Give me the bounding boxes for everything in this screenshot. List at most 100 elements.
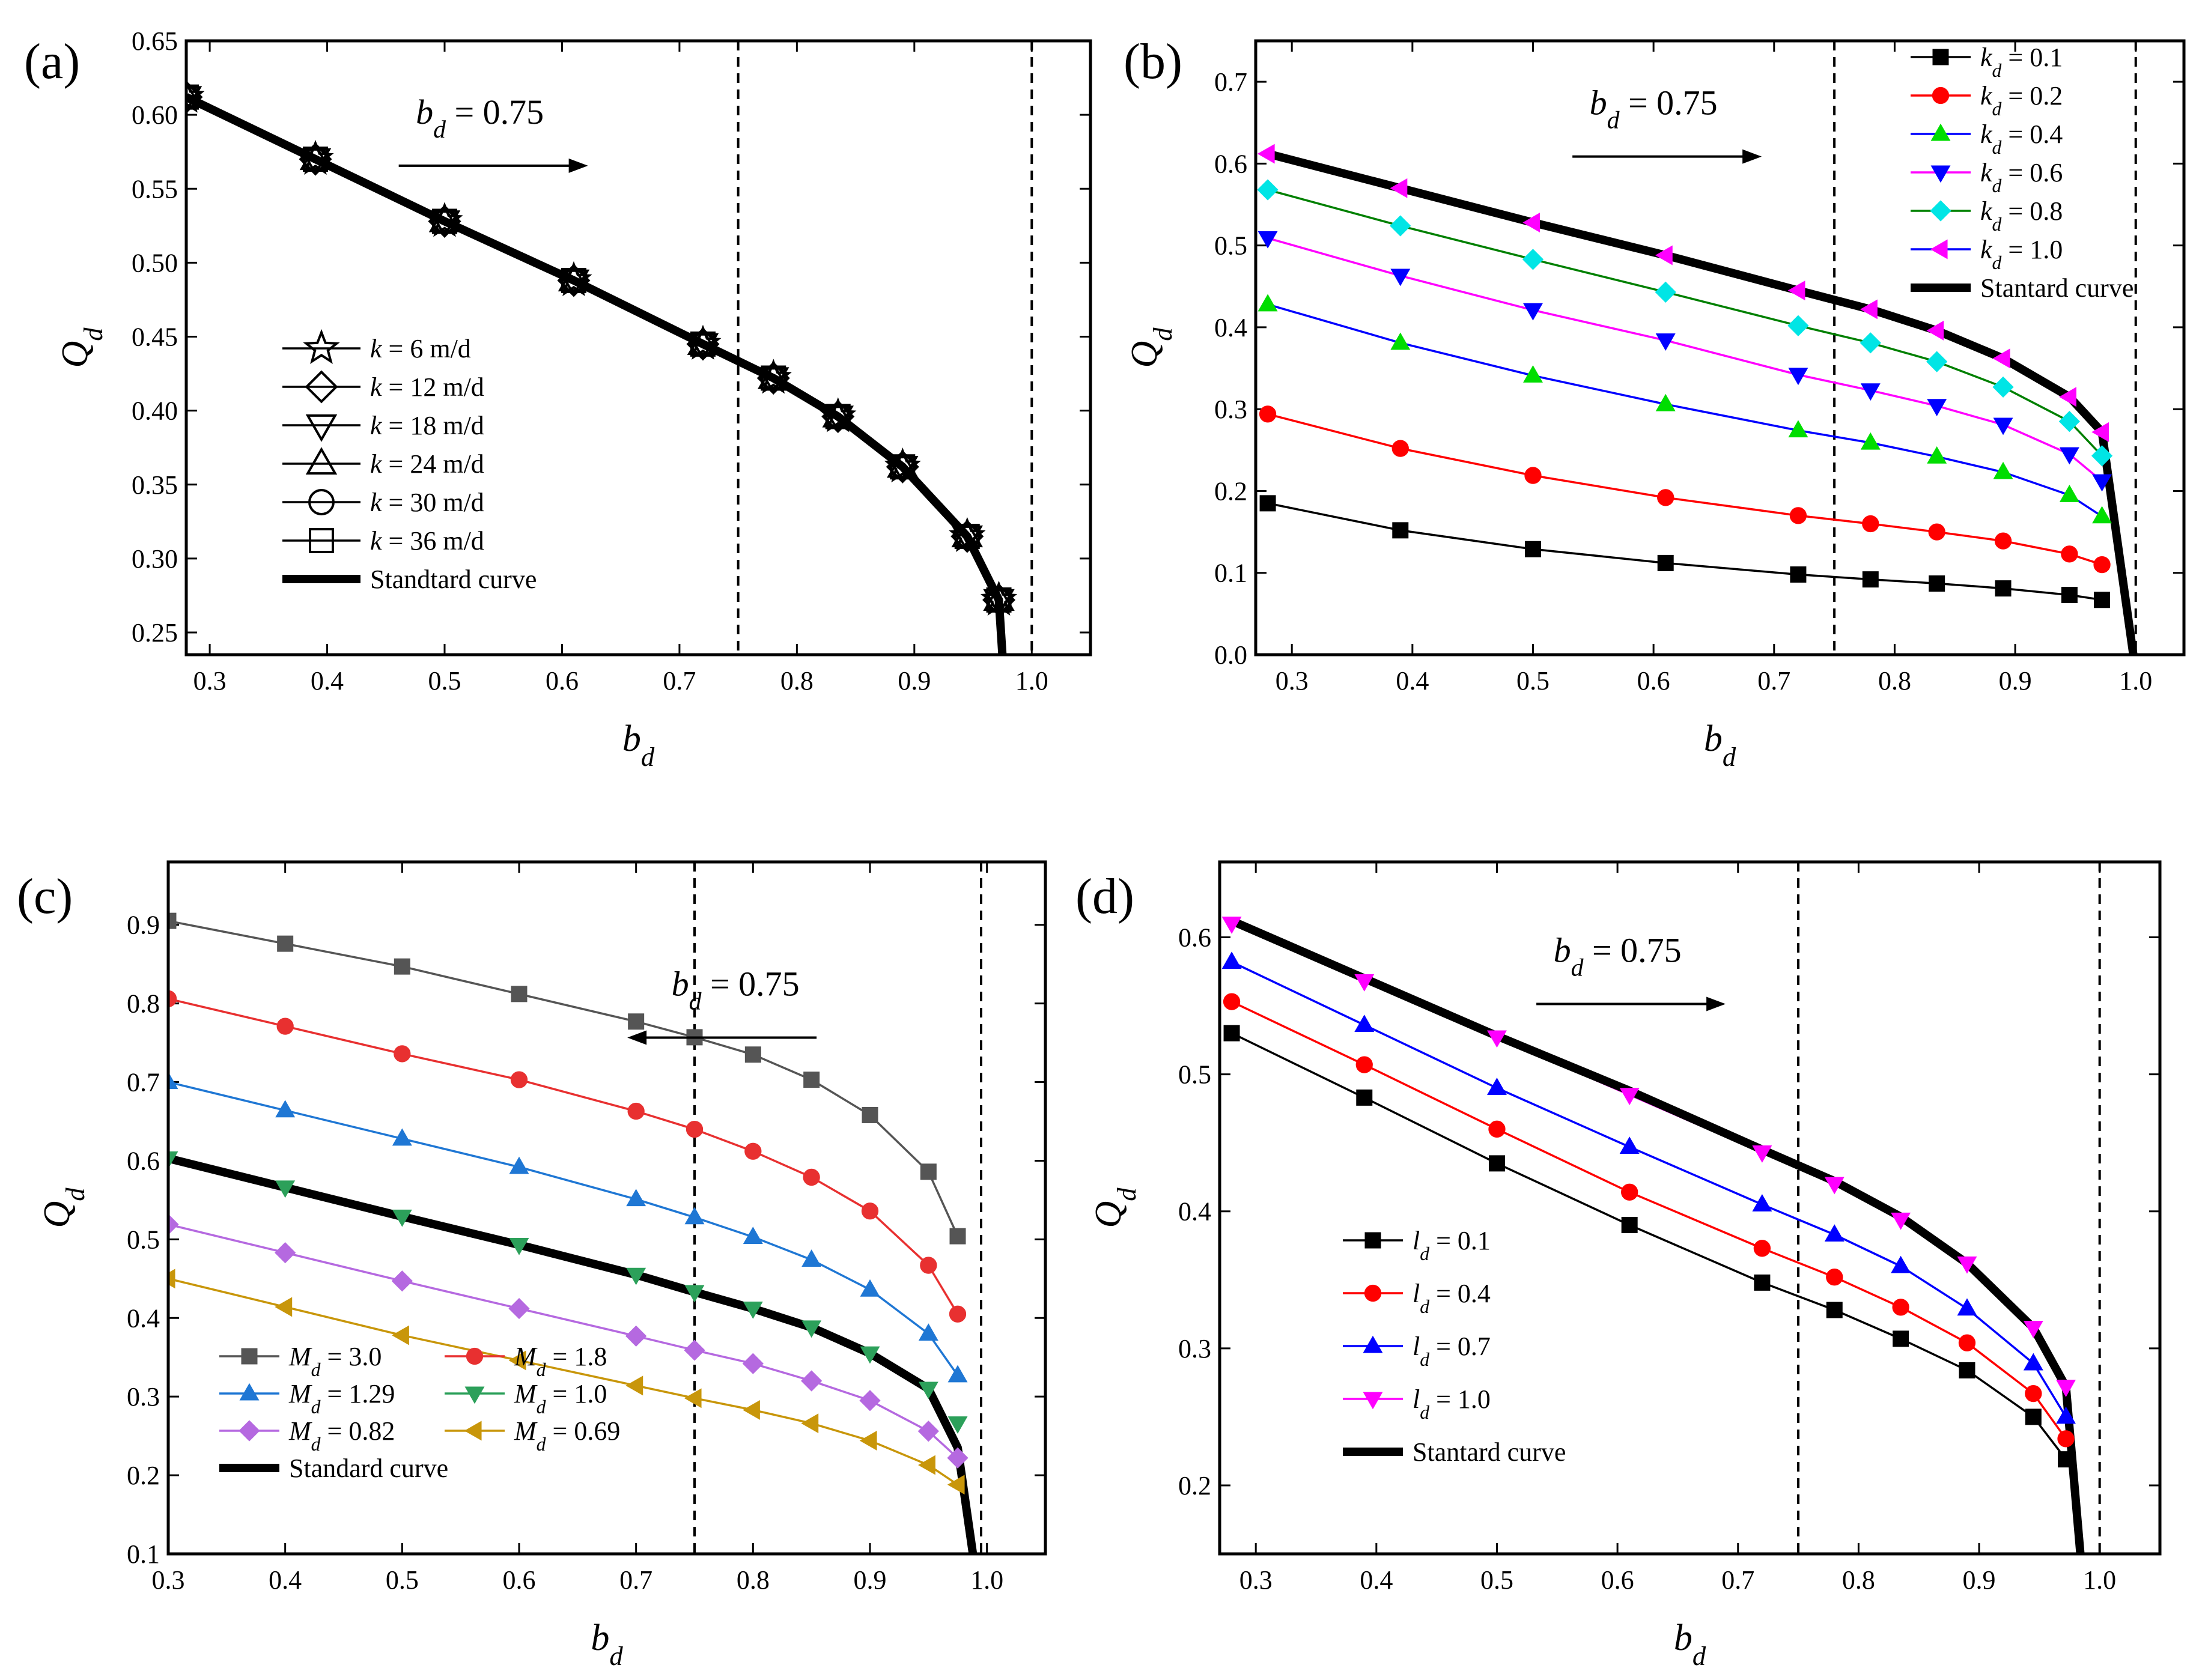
data-point-c-0-4	[628, 1013, 645, 1030]
data-point-d-0-1	[1356, 1089, 1373, 1106]
data-point-d-1-1	[1355, 1056, 1373, 1073]
y-axis-label-b: Qd	[1124, 327, 1178, 368]
x-tick-label-b-5: 0.8	[1878, 666, 1911, 696]
legend-marker-c-1	[466, 1347, 484, 1365]
x-tick-label-d-4: 0.7	[1721, 1565, 1754, 1595]
legend-marker-d-2	[1363, 1335, 1383, 1353]
y-tick-label-b-1: 0.1	[1214, 559, 1247, 588]
data-point-a-5-4	[690, 331, 716, 357]
data-point-d-2-6	[1891, 1255, 1911, 1273]
data-point-d-0-5	[1826, 1302, 1843, 1318]
data-point-b-3-7	[1993, 417, 2013, 435]
y-axis-label-c: Qd	[37, 1187, 90, 1228]
data-point-c-0-8	[862, 1107, 878, 1124]
data-point-a-5-7	[890, 454, 916, 480]
x-axis-label-c: bd	[591, 1618, 623, 1671]
x-tick-label-a-0: 0.3	[193, 666, 227, 696]
data-point-d-3-7	[1957, 1256, 1977, 1274]
annotation-arrow-c	[627, 1030, 817, 1045]
data-point-d-2-5	[1824, 1224, 1845, 1242]
data-point-d-2-8	[2023, 1353, 2043, 1371]
data-point-b-3-0	[1258, 231, 1278, 249]
data-point-c-4-6	[742, 1353, 764, 1374]
data-point-d-3-2	[1487, 1030, 1507, 1048]
legend-label-c-5: Md = 0.69	[514, 1416, 620, 1455]
x-tick-label-b-6: 0.9	[1999, 666, 2032, 696]
series-line-b-3	[1267, 237, 2103, 482]
data-point-d-1-4	[1753, 1240, 1771, 1257]
data-point-d-0-9	[2058, 1451, 2074, 1468]
x-tick-label-a-7: 1.0	[1015, 666, 1048, 696]
legend-d: ld = 0.1 ld = 0.4 ld = 0.7 ld = 1.0 Stantard…	[1343, 1226, 1566, 1467]
x-tick-label-c-1: 0.4	[269, 1565, 302, 1595]
annotation-arrow-a	[398, 158, 588, 173]
data-point-c-0-3	[511, 986, 528, 1002]
y-tick-label-c-7: 0.8	[127, 989, 160, 1019]
y-tick-label-d-2: 0.4	[1178, 1197, 1211, 1227]
x-tick-label-b-4: 0.7	[1757, 666, 1790, 696]
x-tick-label-d-2: 0.5	[1480, 1565, 1513, 1595]
data-point-c-1-5	[686, 1120, 704, 1138]
data-point-a-5-0	[186, 84, 199, 110]
x-tick-label-b-2: 0.5	[1516, 666, 1550, 696]
x-tick-label-c-2: 0.5	[386, 1565, 419, 1595]
data-point-b-3-5	[1860, 383, 1881, 401]
legend-label-b-1: kd = 0.2	[1980, 81, 2063, 120]
data-point-d-0-8	[2025, 1409, 2042, 1425]
data-point-c-1-3	[510, 1071, 528, 1088]
data-point-c-4-3	[508, 1297, 530, 1320]
data-point-a-5-2	[432, 208, 457, 234]
data-point-c-2-4	[626, 1189, 646, 1207]
data-point-a-2-9	[983, 589, 1015, 617]
data-point-b-5-3	[1655, 245, 1673, 265]
legend-marker-a-1	[305, 370, 338, 404]
data-point-b-4-7	[1992, 376, 2014, 398]
data-point-b-2-8	[2059, 485, 2079, 502]
annotation-label-d: bd = 0.75	[1554, 931, 1682, 982]
plot-frame-a	[184, 39, 1092, 657]
data-point-b-4-8	[2058, 411, 2080, 432]
y-tick-label-b-7: 0.7	[1214, 67, 1247, 97]
data-point-b-2-1	[1390, 332, 1411, 350]
data-point-d-0-3	[1621, 1217, 1638, 1234]
y-tick-label-d-3: 0.5	[1178, 1060, 1211, 1090]
x-tick-label-b-7: 1.0	[2119, 666, 2152, 696]
annotation-label-c: bd = 0.75	[672, 965, 800, 1016]
data-point-d-2-7	[1957, 1298, 1977, 1316]
data-point-d-0-6	[1893, 1330, 1909, 1347]
data-point-b-2-3	[1655, 393, 1676, 411]
data-point-a-2-1	[299, 148, 332, 176]
plot-area-a	[186, 77, 1018, 655]
data-point-d-1-7	[1958, 1334, 1976, 1351]
legend-marker-c-3	[464, 1386, 485, 1404]
series-line-c-6	[168, 1154, 978, 1554]
data-point-c-5-1	[275, 1297, 293, 1317]
data-point-c-3-8	[860, 1346, 880, 1364]
data-point-b-2-4	[1788, 420, 1808, 438]
data-point-c-1-2	[394, 1045, 411, 1063]
data-point-c-5-10	[947, 1475, 965, 1495]
data-point-d-0-0	[1223, 1025, 1240, 1042]
data-point-a-3-9	[983, 583, 1015, 611]
data-point-b-3-8	[2059, 447, 2079, 465]
x-tick-label-b-3: 0.6	[1637, 666, 1670, 696]
y-tick-label-a-7: 0.60	[132, 100, 178, 130]
series-line-b-4	[1267, 189, 2103, 457]
data-point-a-5-8	[954, 523, 980, 549]
data-point-c-1-4	[627, 1102, 645, 1120]
data-point-c-5-2	[392, 1325, 409, 1345]
data-point-b-1-9	[2093, 556, 2111, 574]
data-point-c-2-7	[801, 1249, 822, 1267]
x-tick-label-c-3: 0.6	[503, 1565, 536, 1595]
data-point-a-3-7	[887, 450, 919, 478]
data-point-b-4-9	[2091, 445, 2113, 467]
data-point-a-3-1	[299, 142, 332, 171]
data-point-d-3-1	[1354, 974, 1375, 992]
data-point-b-1-4	[1789, 507, 1807, 524]
data-point-c-4-1	[275, 1242, 296, 1264]
legend-label-b-3: kd = 0.6	[1980, 158, 2063, 196]
data-point-c-4-8	[859, 1390, 881, 1412]
data-point-a-5-9	[986, 587, 1012, 613]
data-point-d-3-8	[2023, 1321, 2043, 1338]
plot-frame-c	[166, 860, 1047, 1556]
